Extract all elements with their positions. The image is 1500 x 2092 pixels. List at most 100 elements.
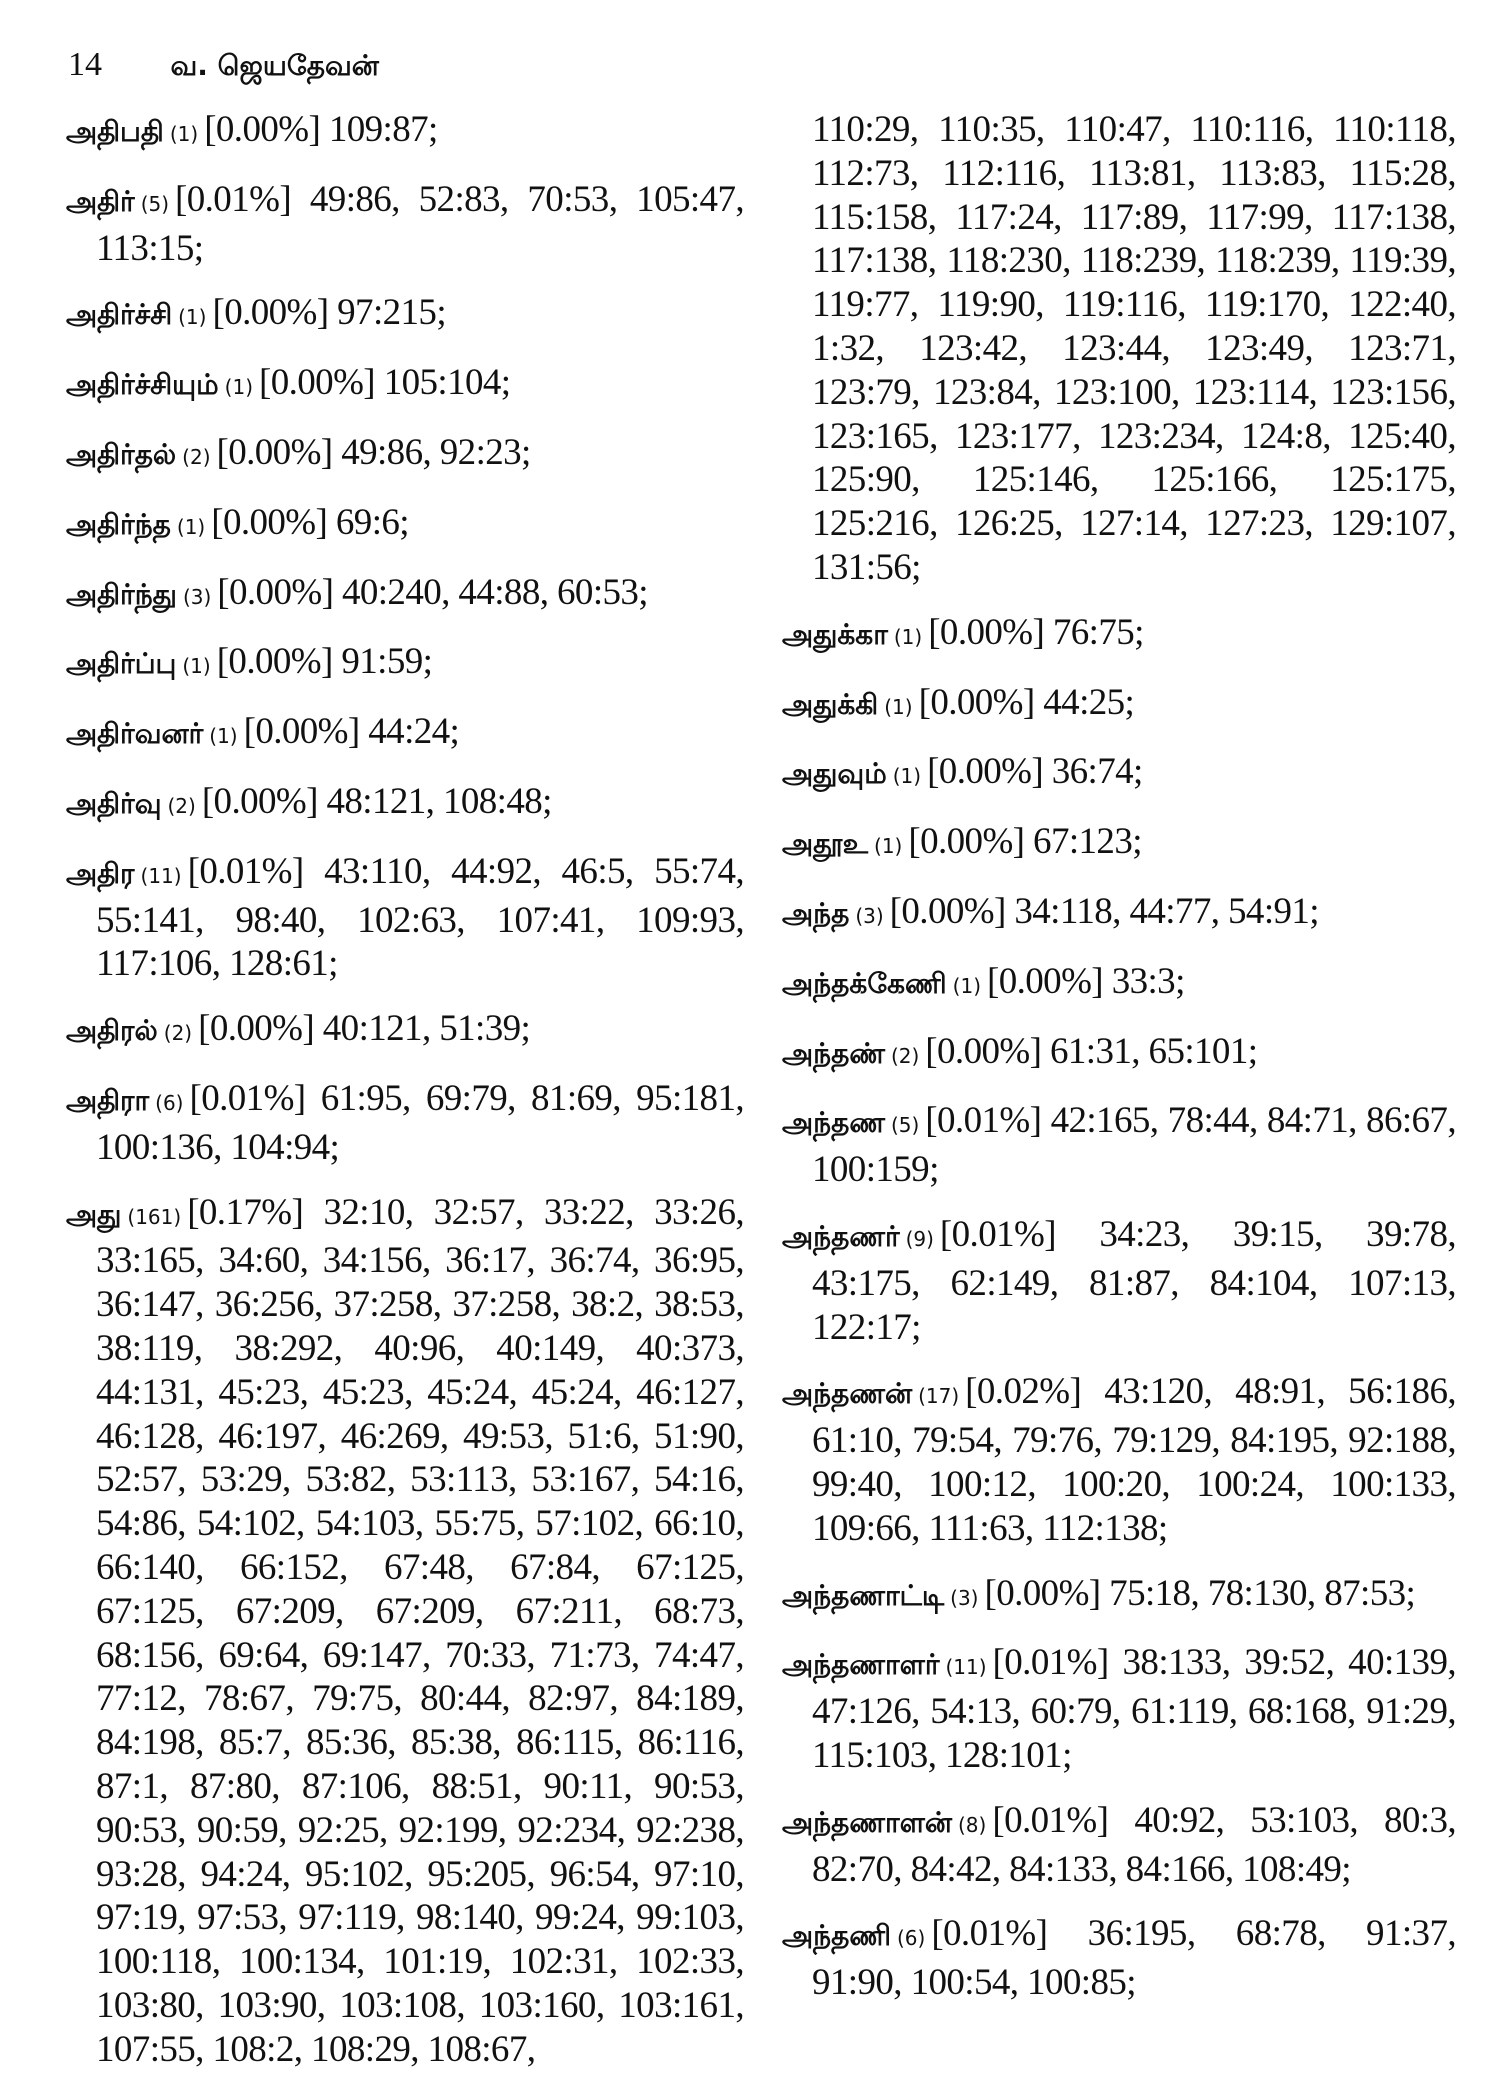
index-entry: அதிர்வனர் (1) [0.00%] 44:24; bbox=[66, 710, 744, 759]
frequency-percent: [0.00%] bbox=[928, 611, 1045, 653]
index-entry: அதிர்ச்சி (1) [0.00%] 97:215; bbox=[66, 291, 744, 340]
right-column: 110:29, 110:35, 110:47, 110:116, 110:118… bbox=[782, 108, 1457, 2026]
references: 76:75; bbox=[1052, 611, 1145, 653]
headword: அதிர்ச்சி bbox=[66, 298, 173, 332]
references: 40:92, 53:103, 80:3, 82:70, 84:42, 84:13… bbox=[812, 1799, 1457, 1890]
frequency-percent: [0.00%] bbox=[211, 501, 328, 543]
headword: அதிர்தல் bbox=[66, 437, 177, 471]
headword: அதிர்வனர் bbox=[66, 717, 204, 751]
headword: அதிர்ந்த bbox=[66, 507, 171, 541]
headword: அது bbox=[66, 1197, 122, 1231]
frequency-percent: [0.00%] bbox=[984, 1572, 1102, 1614]
headword: அந்தணர் bbox=[782, 1219, 900, 1253]
occurrence-count: (3) bbox=[950, 1585, 979, 1610]
occurrence-count: (2) bbox=[182, 444, 211, 469]
occurrence-count: (1) bbox=[169, 122, 199, 146]
references: 36:195, 68:78, 91:37, 91:90, 100:54, 100… bbox=[812, 1913, 1457, 2004]
index-entry: அந்த (3) [0.00%] 34:118, 44:77, 54:91; bbox=[782, 890, 1456, 939]
references: 61:95, 69:79, 81:69, 95:181, 100:136, 10… bbox=[96, 1077, 745, 1168]
headword: அந்தணி bbox=[782, 1919, 891, 1953]
headword: அதிர் bbox=[66, 184, 135, 218]
occurrence-count: (11) bbox=[945, 1655, 987, 1680]
index-entry: அதிரா (6) [0.01%] 61:95, 69:79, 81:69, 95:… bbox=[66, 1077, 745, 1170]
occurrence-count: (11) bbox=[140, 863, 182, 888]
occurrence-count: (3) bbox=[182, 584, 212, 609]
frequency-percent: [0.01%] bbox=[931, 1913, 1048, 1955]
occurrence-count: (1) bbox=[893, 624, 923, 649]
frequency-percent: [0.00%] bbox=[216, 641, 334, 683]
references: 44:25; bbox=[1043, 681, 1135, 723]
frequency-percent: [0.01%] bbox=[992, 1642, 1110, 1684]
occurrence-count: (1) bbox=[874, 834, 903, 859]
references: 91:59; bbox=[341, 641, 433, 683]
occurrence-count: (1) bbox=[224, 375, 254, 400]
frequency-percent: [0.00%] bbox=[198, 1008, 315, 1050]
index-entry: அதிரல் (2) [0.00%] 40:121, 51:39; bbox=[66, 1007, 744, 1056]
index-entry: அதிர்தல் (2) [0.00%] 49:86, 92:23; bbox=[66, 431, 744, 480]
frequency-percent: [0.01%] bbox=[175, 178, 292, 220]
headword: அதிர்ந்து bbox=[66, 577, 177, 611]
index-entry: அதிர்ந்த (1) [0.00%] 69:6; bbox=[66, 501, 744, 550]
occurrence-count: (5) bbox=[140, 191, 170, 216]
headword: அதிர்ப்பு bbox=[66, 647, 177, 681]
references: 40:121, 51:39; bbox=[322, 1008, 531, 1050]
headword: அந்தணாளர் bbox=[782, 1648, 940, 1682]
index-entry: அந்தணி (6) [0.01%] 36:195, 68:78, 91:37, 9… bbox=[782, 1912, 1457, 2005]
headword: அந்தண் bbox=[782, 1036, 885, 1070]
occurrence-count: (5) bbox=[890, 1113, 920, 1138]
frequency-percent: [0.00%] bbox=[889, 890, 1007, 932]
occurrence-count: (1) bbox=[182, 654, 211, 679]
index-entry: அதிர்ப்பு (1) [0.00%] 91:59; bbox=[66, 640, 744, 689]
occurrence-count: (1) bbox=[209, 724, 238, 749]
index-entry: அந்தண (5) [0.01%] 42:165, 78:44, 84:71, 86… bbox=[782, 1099, 1457, 1192]
frequency-percent: [0.00%] bbox=[217, 571, 334, 613]
occurrence-count: (17) bbox=[918, 1384, 960, 1409]
occurrence-count: (2) bbox=[167, 793, 196, 818]
references: 43:110, 44:92, 46:5, 55:74, 55:141, 98:4… bbox=[96, 850, 745, 985]
left-column: அதிபதி (1) [0.00%] 109:87; அதிர் (5) [0.01%]… bbox=[66, 108, 745, 2092]
references: 34:118, 44:77, 54:91; bbox=[1014, 890, 1319, 932]
index-entry: அது (161) [0.17%] 32:10, 32:57, 33:22, 33:… bbox=[66, 1191, 745, 2072]
index-entry: அதுக்கா (1) [0.00%] 76:75; bbox=[782, 611, 1456, 660]
page-number: 14 bbox=[68, 46, 102, 83]
headword: அந்தக்கேணி bbox=[782, 966, 947, 1000]
references: 34:23, 39:15, 39:78, 43:175, 62:149, 81:… bbox=[812, 1213, 1457, 1348]
frequency-percent: [0.00%] bbox=[216, 431, 334, 473]
occurrence-count: (1) bbox=[178, 305, 207, 330]
references: 38:133, 39:52, 40:139, 47:126, 54:13, 60… bbox=[812, 1642, 1457, 1776]
references: 69:6; bbox=[335, 501, 410, 543]
references: 44:24; bbox=[368, 711, 460, 753]
occurrence-count: (1) bbox=[892, 764, 922, 789]
references: 33:3; bbox=[1111, 960, 1186, 1002]
headword: அந்தண bbox=[782, 1106, 885, 1140]
headword: அதிரா bbox=[66, 1083, 150, 1117]
index-entry: அதிர (11) [0.01%] 43:110, 44:92, 46:5, 55:… bbox=[66, 850, 745, 986]
references: 75:18, 78:130, 87:53; bbox=[1109, 1572, 1416, 1614]
headword: அதுக்கா bbox=[782, 617, 888, 651]
references: 36:74; bbox=[1051, 751, 1144, 793]
references: 105:104; bbox=[383, 362, 511, 404]
index-entry: அதுவும் (1) [0.00%] 36:74; bbox=[782, 750, 1456, 799]
references: 49:86, 52:83, 70:53, 105:47, 113:15; bbox=[96, 178, 745, 269]
frequency-percent: [0.01%] bbox=[992, 1799, 1109, 1841]
frequency-percent: [0.00%] bbox=[243, 711, 361, 753]
headword: அதிர bbox=[66, 856, 135, 890]
frequency-percent: [0.01%] bbox=[189, 1077, 307, 1119]
frequency-percent: [0.01%] bbox=[925, 1100, 1042, 1142]
headword: அதிபதி bbox=[66, 115, 164, 148]
index-entry: அந்தணர் (9) [0.01%] 34:23, 39:15, 39:78, 4… bbox=[782, 1213, 1457, 1349]
index-entry: அதிர்வு (2) [0.00%] 48:121, 108:48; bbox=[66, 780, 744, 829]
occurrence-count: (1) bbox=[884, 694, 913, 719]
frequency-percent: [0.00%] bbox=[204, 109, 321, 150]
frequency-percent: [0.00%] bbox=[212, 292, 329, 334]
headword: அந்தணன் bbox=[782, 1377, 913, 1411]
references: 43:120, 48:91, 56:186, 61:10, 79:54, 79:… bbox=[812, 1371, 1457, 1549]
frequency-percent: [0.00%] bbox=[918, 681, 1036, 723]
references: 32:10, 32:57, 33:22, 33:26, 33:165, 34:6… bbox=[96, 1191, 745, 2070]
frequency-percent: [0.00%] bbox=[908, 821, 1025, 863]
frequency-percent: [0.17%] bbox=[187, 1191, 304, 1233]
occurrence-count: (2) bbox=[163, 1021, 193, 1046]
occurrence-count: (161) bbox=[127, 1204, 182, 1229]
headword: அதுக்கி bbox=[782, 687, 879, 721]
references: 48:121, 108:48; bbox=[326, 780, 553, 822]
